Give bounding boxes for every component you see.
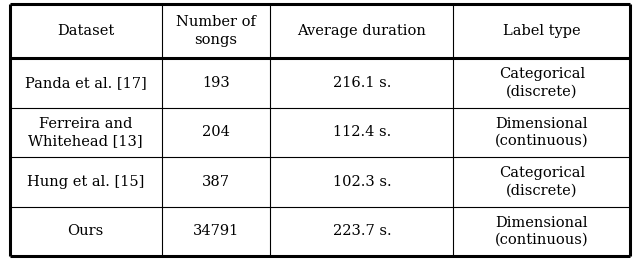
Text: Label type: Label type [503,24,580,38]
Bar [162,157,270,207]
Text: 204: 204 [202,125,230,139]
Bar [10,4,162,58]
Bar [162,58,270,108]
Text: Average duration: Average duration [298,24,426,38]
Text: 387: 387 [202,175,230,189]
Bar [162,207,270,256]
Text: 102.3 s.: 102.3 s. [333,175,391,189]
Text: Ours: Ours [68,224,104,238]
Text: Categorical
(discrete): Categorical (discrete) [499,166,585,198]
Text: 216.1 s.: 216.1 s. [333,76,391,90]
Text: Dimensional
(continuous): Dimensional (continuous) [495,216,589,247]
Bar [10,207,162,256]
Text: 223.7 s.: 223.7 s. [333,224,391,238]
Bar [454,157,630,207]
Bar [162,4,270,58]
Text: 112.4 s.: 112.4 s. [333,125,391,139]
Text: 193: 193 [202,76,230,90]
Text: Ferreira and
Whitehead [13]: Ferreira and Whitehead [13] [28,117,143,148]
Bar [270,207,454,256]
Bar [10,58,162,108]
Bar [270,108,454,157]
Bar [162,108,270,157]
Bar [270,58,454,108]
Bar [270,4,454,58]
Text: Number of
songs: Number of songs [176,15,256,47]
Text: Categorical
(discrete): Categorical (discrete) [499,67,585,99]
Bar [10,157,162,207]
Bar [454,108,630,157]
Bar [454,4,630,58]
Bar [10,108,162,157]
Bar [270,157,454,207]
Text: Dataset: Dataset [57,24,115,38]
Bar [454,58,630,108]
Text: Hung et al. [15]: Hung et al. [15] [27,175,145,189]
Text: 34791: 34791 [193,224,239,238]
Bar [454,207,630,256]
Text: Dimensional
(continuous): Dimensional (continuous) [495,117,589,148]
Text: Panda et al. [17]: Panda et al. [17] [25,76,147,90]
